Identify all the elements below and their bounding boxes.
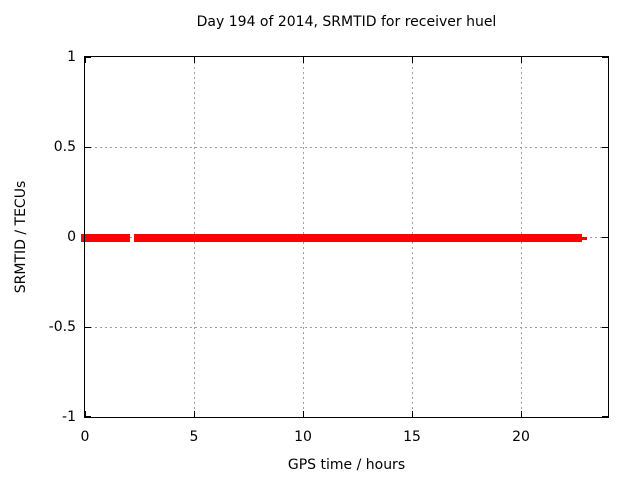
- x-axis-title: GPS time / hours: [287, 457, 406, 473]
- x-tick-label: 5: [189, 429, 199, 445]
- x-tick-mark-top: [303, 57, 304, 63]
- y-tick-label: 0.5: [53, 139, 76, 155]
- y-axis-line: [84, 56, 85, 418]
- y-tick-mark-left: [85, 147, 91, 148]
- x-tick-mark-top: [194, 57, 195, 63]
- y-gridline: [85, 147, 608, 148]
- y-tick-mark-right: [602, 416, 608, 417]
- x-tick-label: 0: [80, 429, 90, 445]
- x-tick-label: 10: [294, 429, 312, 445]
- series-thin-tail: [582, 237, 587, 240]
- x-tick-mark-bottom: [412, 411, 413, 417]
- y-tick-mark-right: [602, 147, 608, 148]
- y-tick-mark-left: [85, 327, 91, 328]
- chart-title: Day 194 of 2014, SRMTID for receiver hue…: [196, 14, 497, 30]
- y-tick-mark-right: [602, 327, 608, 328]
- y-tick-label: 1: [67, 49, 76, 65]
- x-tick-mark-bottom: [85, 411, 86, 417]
- y-tick-mark-right: [602, 237, 608, 238]
- x-tick-mark-top: [521, 57, 522, 63]
- y-tick-mark-right: [602, 57, 608, 58]
- series-segment: [81, 234, 130, 242]
- x-tick-label: 20: [512, 429, 530, 445]
- x-tick-label: 15: [403, 429, 421, 445]
- y-tick-mark-left: [85, 416, 91, 417]
- plot-area: [81, 56, 609, 418]
- y-tick-label: -0.5: [48, 319, 76, 335]
- y-gridline: [85, 327, 608, 328]
- x-tick-mark-bottom: [521, 411, 522, 417]
- x-tick-mark-bottom: [194, 411, 195, 417]
- series-segment: [134, 234, 582, 242]
- x-tick-mark-top: [412, 57, 413, 63]
- y-tick-label: -1: [62, 409, 76, 425]
- x-tick-mark-top: [85, 57, 86, 63]
- y-tick-label: 0: [67, 229, 76, 245]
- x-tick-mark-bottom: [303, 411, 304, 417]
- y-tick-mark-left: [85, 57, 91, 58]
